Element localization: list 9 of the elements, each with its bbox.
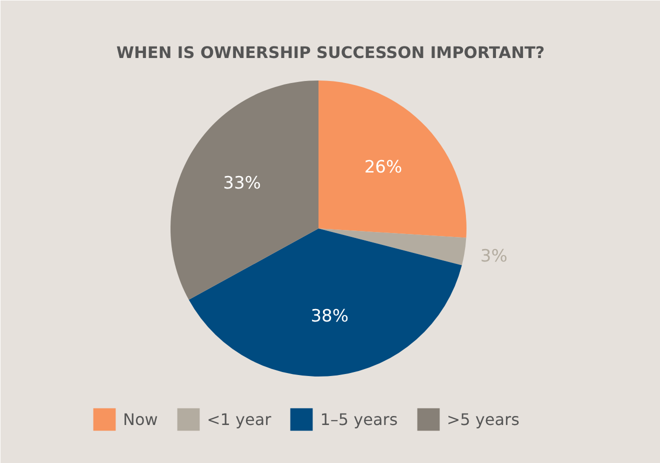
data-label: 33% [223,173,261,194]
legend-label: <1 year [206,410,272,428]
legend-label: Now [123,410,158,428]
legend-label: >5 years [446,410,520,428]
data-label: 3% [480,246,508,266]
chart-title: WHEN IS OWNERSHIP SUCCESSON IMPORTANT? [116,43,545,62]
legend-label: 1–5 years [320,410,398,428]
data-label: 26% [364,158,402,178]
data-label: 38% [310,306,349,327]
